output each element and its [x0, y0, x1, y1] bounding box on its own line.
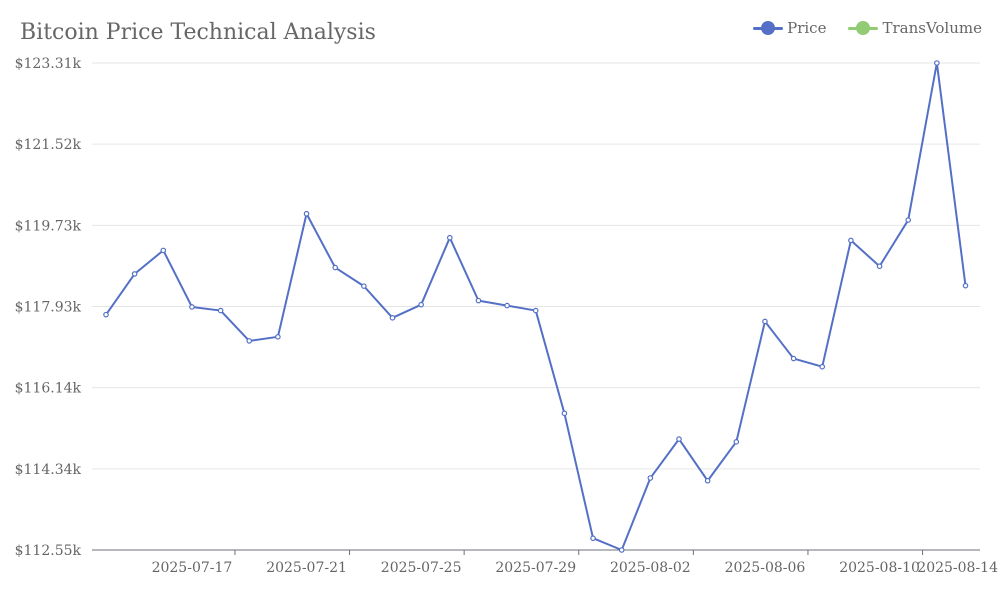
data-point [762, 318, 768, 325]
y-tick-label: $112.55k [15, 543, 82, 559]
data-point [590, 535, 596, 542]
data-point [676, 436, 682, 442]
x-tick-label: 2025-08-14 [917, 560, 998, 576]
data-point [704, 477, 711, 484]
y-tick-label: $119.73k [15, 218, 82, 234]
data-point [819, 363, 826, 370]
legend-item-price[interactable]: Price [753, 19, 826, 37]
y-tick-label: $121.52k [15, 137, 82, 153]
y-tick-label: $116.14k [15, 381, 82, 397]
data-point [275, 334, 281, 340]
x-tick-label: 2025-07-17 [152, 560, 233, 576]
data-point [160, 247, 167, 254]
x-tick-label: 2025-07-29 [495, 560, 576, 576]
x-tick-label: 2025-07-21 [266, 560, 347, 576]
data-point [446, 234, 453, 241]
data-point [332, 264, 339, 271]
data-point [790, 355, 797, 362]
legend-label-price: Price [787, 19, 827, 37]
y-tick-label: $117.93k [15, 300, 82, 316]
chart-title: Bitcoin Price Technical Analysis [20, 20, 376, 45]
data-point [246, 338, 253, 344]
data-point [848, 237, 854, 244]
legend-marker-transvolume [848, 21, 879, 35]
data-point [217, 307, 224, 314]
y-tick-label: $114.34k [15, 462, 82, 478]
data-point [131, 271, 138, 277]
y-tick-label: $123.31k [15, 56, 82, 72]
data-point [103, 311, 109, 318]
data-point [647, 475, 654, 481]
legend-item-transvolume[interactable]: TransVolume [848, 19, 982, 37]
x-tick-label: 2025-07-25 [381, 560, 462, 576]
data-point [561, 410, 568, 417]
data-point [504, 302, 510, 309]
data-point [303, 210, 310, 217]
data-point [905, 217, 912, 223]
data-point [389, 315, 396, 321]
legend-label-transvolume: TransVolume [882, 19, 982, 37]
data-point [475, 297, 482, 304]
data-point [361, 283, 367, 289]
data-point [733, 439, 740, 445]
data-point [618, 547, 625, 553]
data-point [934, 60, 940, 66]
data-point [876, 263, 883, 270]
legend: Price TransVolume [753, 19, 982, 37]
data-point [962, 282, 969, 289]
x-tick-label: 2025-08-06 [725, 560, 806, 576]
data-point [189, 304, 195, 310]
x-tick-label: 2025-08-02 [610, 560, 691, 576]
x-tick-label: 2025-08-10 [839, 560, 920, 576]
legend-marker-price [753, 21, 784, 35]
data-point [532, 307, 539, 314]
data-point [418, 301, 424, 308]
